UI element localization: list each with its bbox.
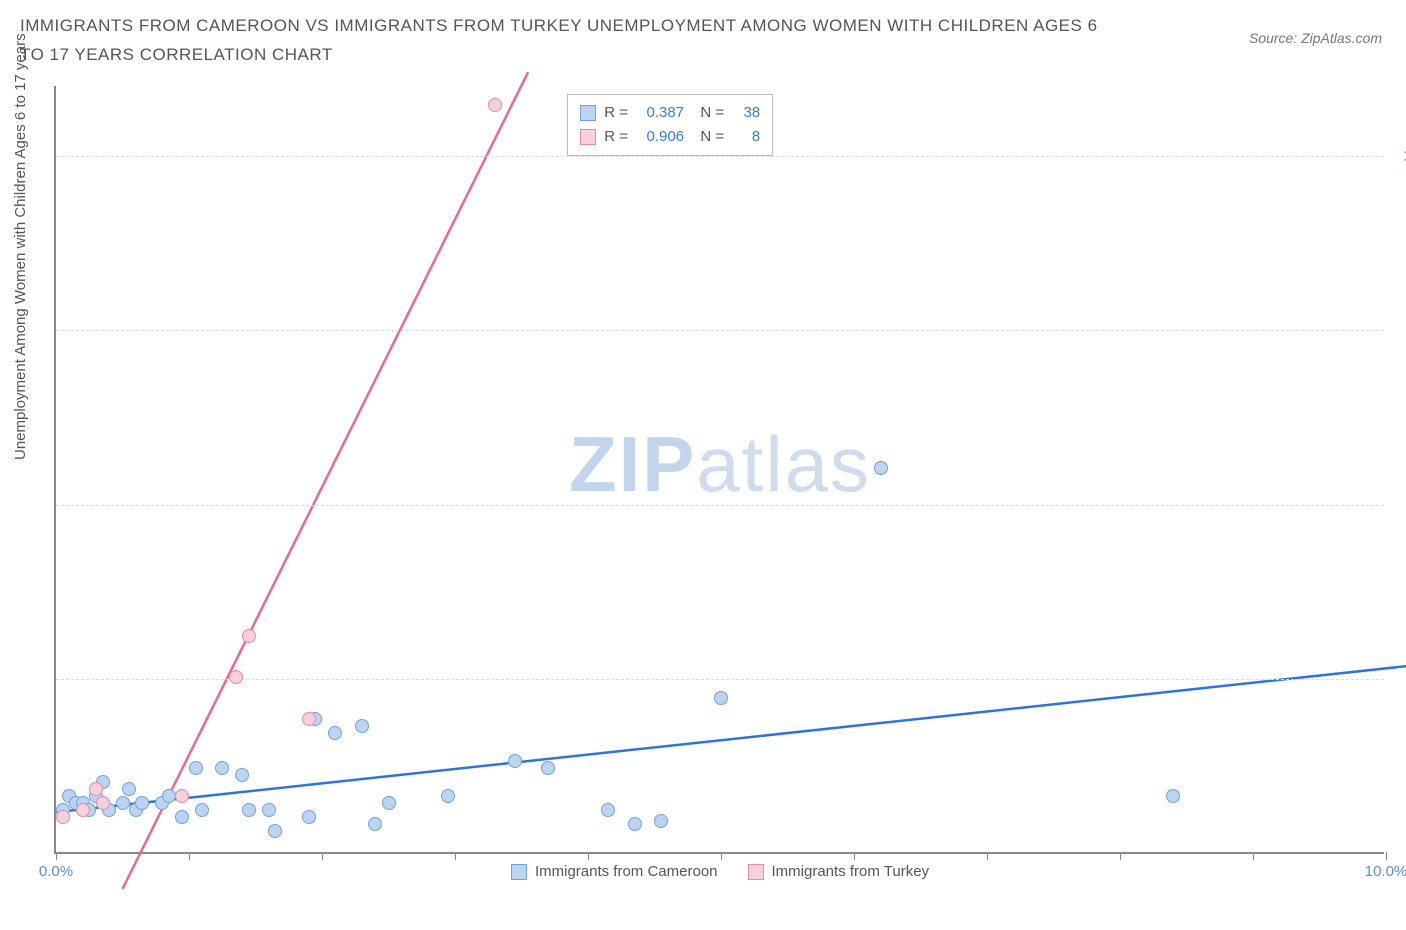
legend-swatch [511, 864, 527, 880]
series-legend: Immigrants from Cameroon Immigrants from … [511, 863, 929, 880]
x-tick [1386, 852, 1387, 860]
x-tick [455, 852, 456, 860]
x-tick [1253, 852, 1254, 860]
legend-swatch [748, 864, 764, 880]
gridline-h [56, 679, 1384, 680]
data-point [116, 796, 130, 810]
data-point [162, 789, 176, 803]
data-point [302, 810, 316, 824]
data-point [242, 629, 256, 643]
x-tick [189, 852, 190, 860]
data-point [328, 726, 342, 740]
data-point [355, 719, 369, 733]
data-point [122, 782, 136, 796]
source-label: Source: ZipAtlas.com [1249, 30, 1382, 46]
data-point [96, 796, 110, 810]
data-point [874, 461, 888, 475]
data-point [76, 803, 90, 817]
correlation-legend-row: R = 0.387 N = 38 [580, 101, 760, 125]
legend-n-value: 8 [732, 125, 760, 149]
data-point [601, 803, 615, 817]
y-tick-label: 75.0% [1394, 322, 1406, 339]
series-legend-item: Immigrants from Cameroon [511, 863, 718, 880]
x-tick [56, 852, 57, 860]
x-tick [854, 852, 855, 860]
data-point [135, 796, 149, 810]
legend-r-value: 0.906 [636, 125, 684, 149]
data-point [508, 754, 522, 768]
x-tick [588, 852, 589, 860]
series-legend-item: Immigrants from Turkey [748, 863, 930, 880]
legend-swatch [580, 129, 596, 145]
chart-title: IMMIGRANTS FROM CAMEROON VS IMMIGRANTS F… [20, 12, 1120, 70]
data-point [1166, 789, 1180, 803]
data-point [441, 789, 455, 803]
data-point [189, 761, 203, 775]
data-point [368, 817, 382, 831]
gridline-h [56, 505, 1384, 506]
correlation-legend: R = 0.387 N = 38 R = 0.906 N = 8 [567, 94, 773, 156]
legend-r-label: R = [604, 101, 628, 125]
y-tick-label: 100.0% [1394, 147, 1406, 164]
data-point [56, 810, 70, 824]
data-point [89, 782, 103, 796]
data-point [229, 670, 243, 684]
legend-n-label: N = [692, 125, 724, 149]
legend-r-value: 0.387 [636, 101, 684, 125]
x-tick-label: 10.0% [1365, 863, 1406, 880]
gridline-h [56, 330, 1384, 331]
data-point [175, 789, 189, 803]
data-point [242, 803, 256, 817]
x-tick-label: 0.0% [39, 863, 73, 880]
data-point [714, 691, 728, 705]
x-tick [987, 852, 988, 860]
data-point [628, 817, 642, 831]
x-tick [1120, 852, 1121, 860]
y-axis-label: Unemployment Among Women with Children A… [12, 33, 29, 460]
data-point [302, 712, 316, 726]
legend-r-label: R = [604, 125, 628, 149]
x-tick [721, 852, 722, 860]
data-point [235, 768, 249, 782]
legend-n-value: 38 [732, 101, 760, 125]
legend-n-label: N = [692, 101, 724, 125]
data-point [541, 761, 555, 775]
x-tick [322, 852, 323, 860]
y-tick-label: 50.0% [1394, 496, 1406, 513]
data-point [195, 803, 209, 817]
chart-area: ZIPatlas 25.0%50.0%75.0%100.0%0.0%10.0%R… [54, 86, 1384, 854]
regression-lines [56, 86, 1384, 852]
series-legend-label: Immigrants from Turkey [772, 863, 930, 880]
series-legend-label: Immigrants from Cameroon [535, 863, 718, 880]
data-point [488, 98, 502, 112]
data-point [382, 796, 396, 810]
data-point [654, 814, 668, 828]
data-point [262, 803, 276, 817]
data-point [268, 824, 282, 838]
legend-swatch [580, 105, 596, 121]
data-point [175, 810, 189, 824]
y-tick-label: 25.0% [1394, 671, 1406, 688]
data-point [215, 761, 229, 775]
correlation-legend-row: R = 0.906 N = 8 [580, 125, 760, 149]
